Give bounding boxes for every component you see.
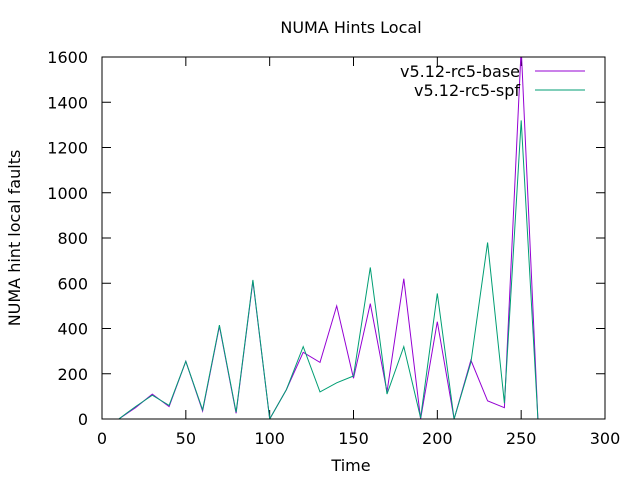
y-tick-label: 400	[57, 320, 88, 339]
plot-frame	[101, 56, 606, 420]
series-line-1	[118, 57, 539, 419]
series-layer	[118, 57, 539, 419]
y-tick-label: 0	[78, 410, 88, 429]
legend-label: v5.12-rc5-base	[400, 62, 520, 81]
x-tick-label: 0	[97, 429, 107, 448]
y-axis-ticks: 0 200 400 600 800 1000 1200 1400 1600	[47, 48, 605, 429]
x-tick-label: 150	[338, 429, 369, 448]
x-axis-label: Time	[330, 456, 370, 475]
y-tick-label: 200	[57, 365, 88, 384]
y-tick-label: 1600	[47, 48, 88, 67]
x-tick-label: 200	[422, 429, 453, 448]
y-tick-label: 1400	[47, 93, 88, 112]
y-tick-label: 1000	[47, 184, 88, 203]
legend-label: v5.12-rc5-spf	[414, 81, 520, 100]
series-line-2	[118, 120, 539, 419]
y-tick-label: 1200	[47, 139, 88, 158]
chart-title: NUMA Hints Local	[280, 18, 421, 37]
y-tick-label: 800	[57, 229, 88, 248]
x-tick-label: 50	[176, 429, 196, 448]
y-axis-label: NUMA hint local faults	[5, 150, 24, 327]
x-tick-label: 250	[506, 429, 537, 448]
plot-area	[101, 56, 606, 420]
x-axis-ticks: 0 50 100 150 200 250 300	[97, 57, 620, 448]
y-tick-label: 600	[57, 274, 88, 293]
x-tick-label: 100	[254, 429, 285, 448]
x-tick-label: 300	[590, 429, 621, 448]
